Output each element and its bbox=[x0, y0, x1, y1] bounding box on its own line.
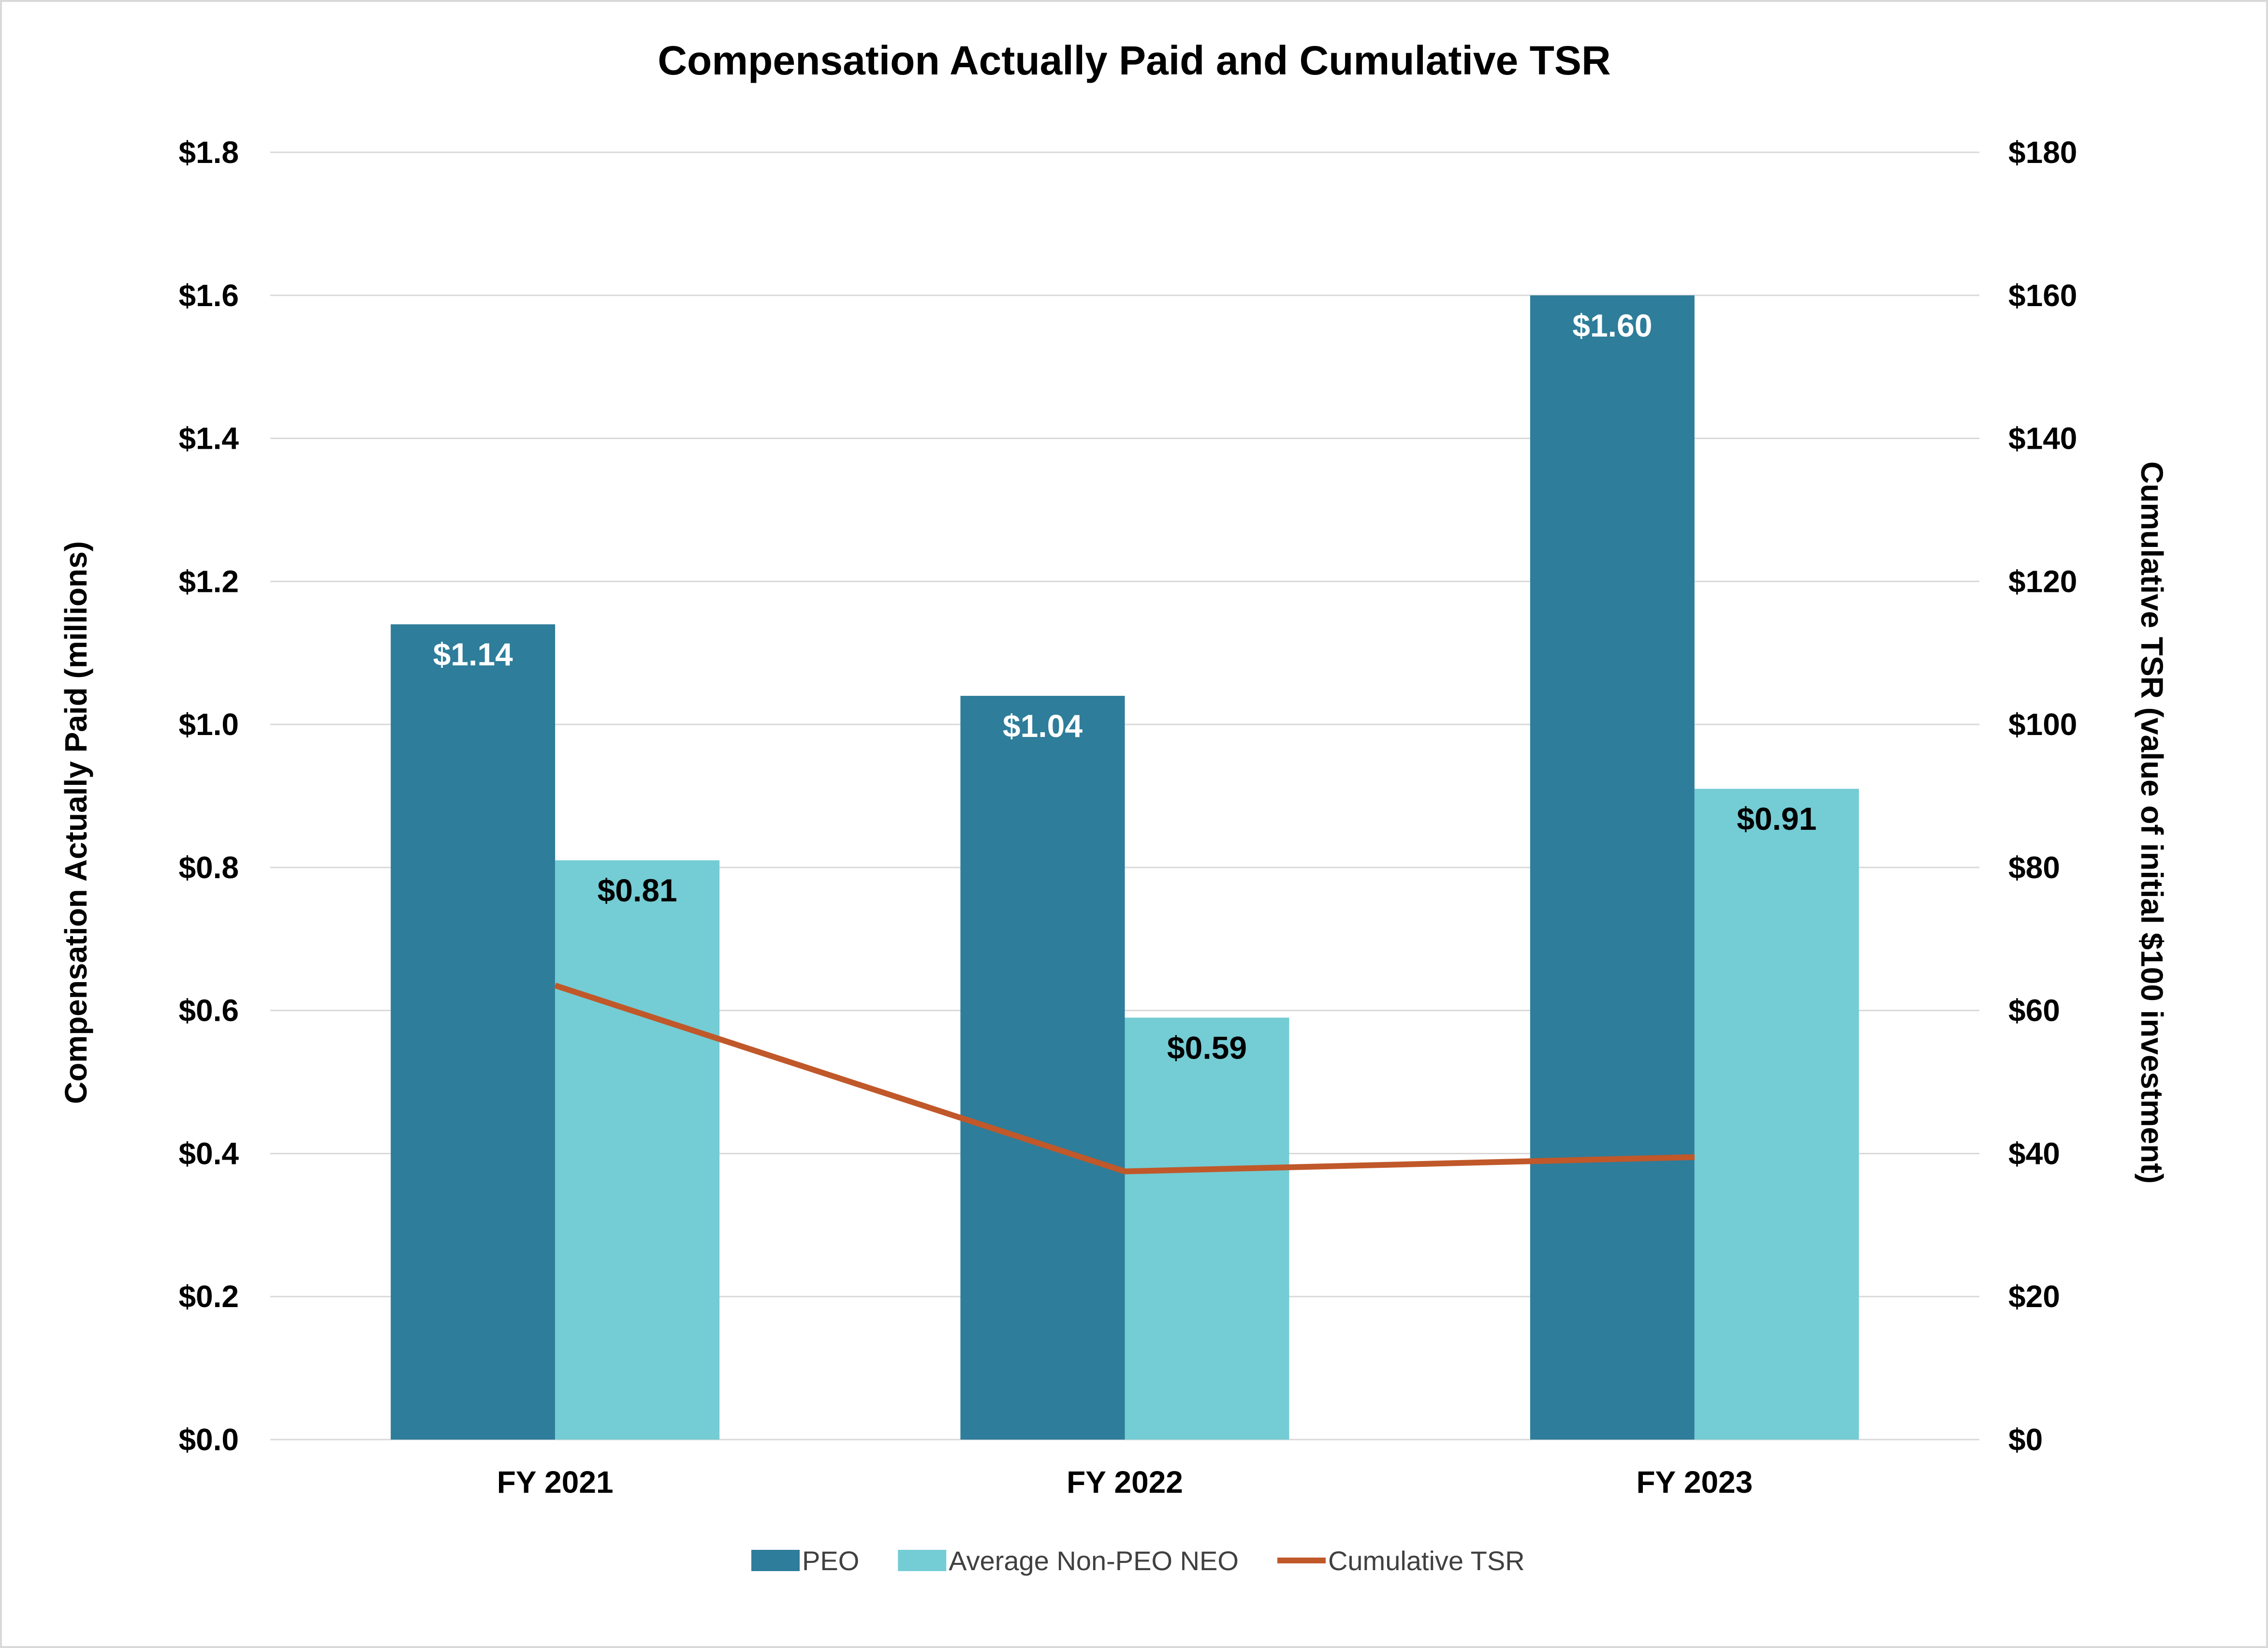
legend-label: Cumulative TSR bbox=[1328, 1545, 1525, 1576]
bar-peo bbox=[391, 624, 556, 1440]
data-label: $1.14 bbox=[433, 636, 513, 672]
y-tick-label-left: $1.0 bbox=[178, 707, 239, 742]
data-label: $1.04 bbox=[1003, 708, 1083, 744]
y-tick-label-left: $0.0 bbox=[178, 1422, 239, 1457]
right-axis-ticks: $0 $20 $40 $60 $80 $100 $120 $140 $160 $180 bbox=[2008, 135, 2077, 1457]
left-axis-title: Compensation Actually Paid (millions) bbox=[59, 541, 93, 1104]
x-tick-label: FY 2022 bbox=[1067, 1465, 1183, 1500]
x-axis-ticks: FY 2021 FY 2022 FY 2023 bbox=[497, 1465, 1753, 1500]
y-tick-label-left: $1.6 bbox=[178, 278, 239, 313]
tsr-line bbox=[554, 983, 1695, 1175]
y-tick-label-right: $0 bbox=[2008, 1422, 2043, 1457]
y-tick-label-right: $80 bbox=[2008, 850, 2060, 885]
y-tick-label-right: $120 bbox=[2008, 564, 2077, 599]
y-tick-label-left: $0.4 bbox=[178, 1136, 239, 1171]
y-tick-label-left: $1.2 bbox=[178, 564, 239, 599]
y-tick-label-right: $160 bbox=[2008, 278, 2077, 313]
legend-label: Average Non-PEO NEO bbox=[949, 1545, 1239, 1576]
y-tick-label-left: $0.2 bbox=[178, 1279, 239, 1314]
y-tick-label-right: $140 bbox=[2008, 421, 2077, 456]
x-tick-label: FY 2021 bbox=[497, 1465, 614, 1500]
y-tick-label-left: $0.6 bbox=[178, 993, 239, 1028]
bar-average-non-peo-neo bbox=[1694, 789, 1859, 1440]
data-label: $0.81 bbox=[598, 872, 677, 908]
y-tick-label-right: $20 bbox=[2008, 1279, 2060, 1314]
legend-swatch bbox=[898, 1550, 947, 1571]
legend-swatch bbox=[751, 1550, 800, 1571]
left-axis-ticks: $0.0 $0.2 $0.4 $0.6 $0.8 $1.0 $1.2 $1.4 $1.6 $1.8 bbox=[178, 135, 239, 1457]
bars bbox=[391, 295, 1859, 1440]
bar-peo bbox=[1530, 295, 1695, 1440]
tsr-line-layer bbox=[554, 983, 1695, 1175]
y-tick-label-right: $40 bbox=[2008, 1136, 2060, 1171]
right-axis-title: Cumulative TSR (value of initial $100 in… bbox=[2135, 461, 2169, 1184]
y-tick-label-left: $1.4 bbox=[178, 421, 239, 456]
y-tick-label-left: $1.8 bbox=[178, 135, 239, 170]
data-labels: $1.14 $0.81 $1.04 $0.59 $1.60 $0.91 bbox=[433, 308, 1817, 1066]
y-tick-label-right: $60 bbox=[2008, 993, 2060, 1028]
bar-peo bbox=[960, 695, 1125, 1440]
data-label: $0.91 bbox=[1737, 801, 1816, 837]
legend-label: PEO bbox=[802, 1545, 859, 1576]
y-tick-label-right: $100 bbox=[2008, 707, 2077, 742]
bar-average-non-peo-neo bbox=[1125, 1017, 1289, 1440]
data-label: $1.60 bbox=[1572, 308, 1652, 343]
y-tick-label-left: $0.8 bbox=[178, 850, 239, 885]
legend: PEO Average Non-PEO NEO Cumulative TSR bbox=[751, 1545, 1525, 1576]
y-tick-label-right: $180 bbox=[2008, 135, 2077, 170]
x-tick-label: FY 2023 bbox=[1636, 1465, 1753, 1500]
data-label: $0.59 bbox=[1167, 1030, 1247, 1065]
bar-average-non-peo-neo bbox=[555, 860, 720, 1440]
chart-title: Compensation Actually Paid and Cumulativ… bbox=[658, 38, 1610, 83]
